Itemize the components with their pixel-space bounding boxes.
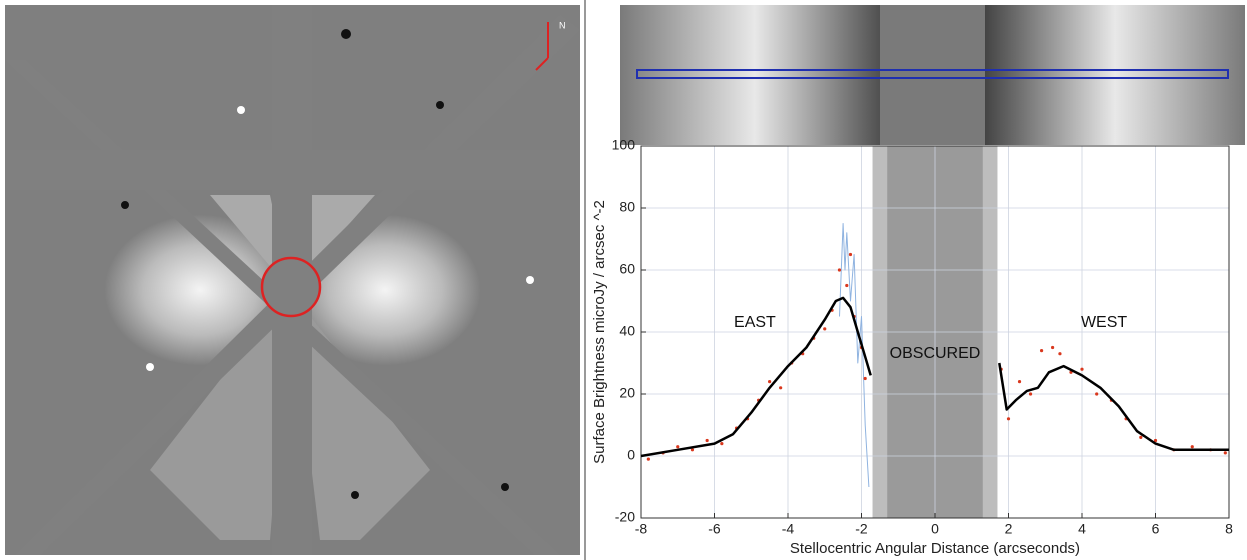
y-axis-label: Surface Brightness microJy / arcsec ^-2 [591,200,608,464]
y-tick-label: 100 [612,137,636,153]
data-line [640,296,1229,458]
data-point [1051,345,1055,350]
sky-image: N [5,5,580,555]
y-tick-label: 80 [619,199,635,215]
data-point [837,268,842,272]
x-tick-label: -8 [635,521,648,537]
data-point [1223,451,1227,455]
y-tick-label: 60 [619,261,635,277]
y-tick-label: 0 [627,447,635,463]
data-point [1190,445,1194,449]
data-point [1017,380,1022,384]
data-point [676,445,680,449]
data-point [1095,392,1099,396]
x-tick-label: -4 [782,521,795,537]
data-point [863,376,867,381]
annotation: EAST [734,314,776,331]
x-tick-label: -2 [855,521,868,537]
compass-label: N [559,20,566,30]
data-point [1039,349,1044,353]
y-tick-label: -20 [615,509,635,525]
plot-frame [640,145,1230,519]
x-tick-label: 4 [1078,521,1086,537]
x-tick-label: 6 [1152,521,1160,537]
y-tick-label: 20 [619,385,635,401]
annotation: OBSCURED [890,345,981,362]
data-point [779,386,783,390]
data-point [1153,438,1158,443]
x-tick-label: 8 [1225,521,1233,537]
data-point [1139,435,1143,439]
data-point [1080,367,1084,371]
x-tick-label: -6 [708,521,721,537]
data-point [845,283,849,288]
data-point [1028,392,1033,396]
data-line [839,223,870,488]
data-point [1006,417,1011,421]
data-point [1058,352,1062,356]
strip-image [620,5,1245,145]
data-point [823,327,827,331]
x-tick-label: 2 [1005,521,1013,537]
data-point [690,448,695,452]
data-point [768,380,772,384]
annotation: WEST [1081,314,1127,331]
data-point [848,252,853,257]
data-point [646,457,650,461]
x-tick-label: 0 [931,521,939,537]
data-point [720,442,724,446]
y-tick-label: 40 [619,323,635,339]
data-point [705,438,709,443]
x-axis-label: Stellocentric Angular Distance (arcsecon… [790,540,1080,557]
